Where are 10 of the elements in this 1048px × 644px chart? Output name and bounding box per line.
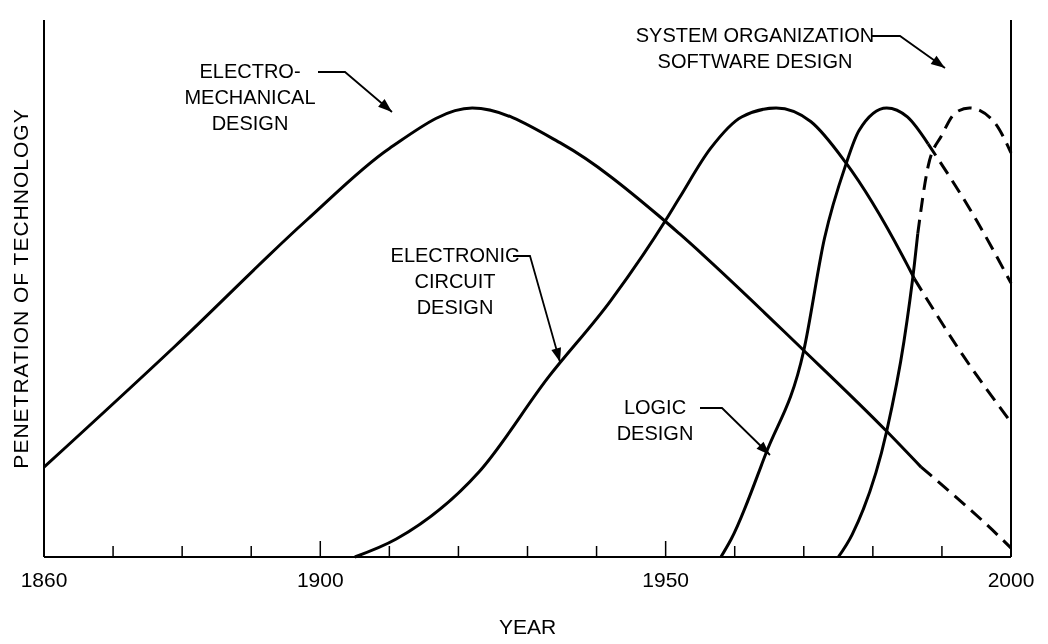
x-tick-label: 1860	[20, 568, 68, 591]
x-tick-label: 2000	[987, 568, 1035, 591]
x-axis-title: YEAR	[498, 615, 557, 638]
y-axis-title: PENETRATION OF TECHNOLOGY	[9, 108, 32, 469]
legend-label: LOGIC DESIGN	[616, 396, 694, 444]
legend-label: ELECTRO- MECHANICAL DESIGN	[184, 60, 316, 134]
x-tick-label: 1900	[296, 568, 344, 591]
legend-label: SYSTEM ORGANIZATION SOFTWARE DESIGN	[635, 24, 875, 72]
text: ELECTRONIC CIRCUIT DESIGN	[390, 244, 520, 318]
x-tick-label: 1950	[642, 568, 689, 591]
